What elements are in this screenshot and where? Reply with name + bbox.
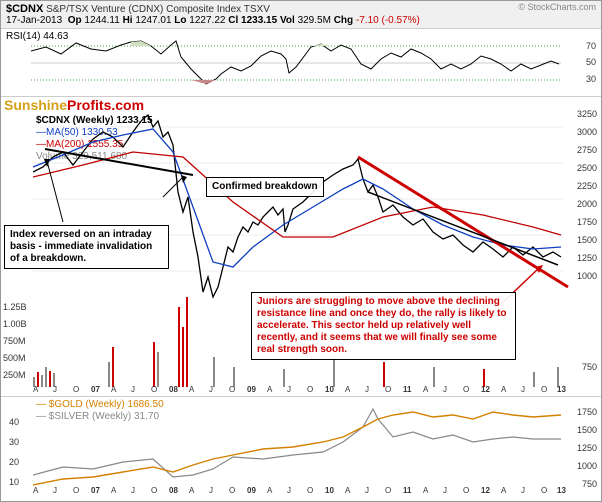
annotation-confirmed: Confirmed breakdown [206, 177, 324, 197]
annotation-reversal: Index reversed on an intraday basis - im… [4, 225, 169, 269]
vol-tick: 1.25B [3, 302, 27, 312]
y-tick: 1500 [577, 235, 597, 245]
y-tick: 1750 [577, 217, 597, 227]
low-value: 1227.22 [189, 15, 225, 26]
y-tick: 2500 [577, 163, 597, 173]
y-tick: 2750 [577, 145, 597, 155]
rsi-tick-50: 50 [586, 57, 596, 67]
main-price-panel: SunshineProfits.com $CDNX (Weekly) 1233.… [1, 97, 601, 397]
x-axis-ticks: AJO 07AJO 08AJO 09AJO 10AJO 11AJO 12AJO … [33, 384, 569, 394]
chart-container: © StockCharts.com $CDNX S&P/TSX Venture … [0, 0, 602, 502]
vol-tick: 1.00B [3, 319, 27, 329]
chart-header: © StockCharts.com $CDNX S&P/TSX Venture … [1, 1, 601, 29]
gold-tick: 1250 [577, 443, 597, 453]
date-label: 17-Jan-2013 [6, 15, 62, 26]
vol-tick: 500M [3, 353, 26, 363]
watermark: SunshineProfits.com [4, 97, 144, 113]
high-value: 1247.01 [135, 15, 171, 26]
change-value: -7.10 (-0.57%) [356, 15, 420, 26]
silver-tick: 30 [9, 437, 19, 447]
attribution-text: © StockCharts.com [518, 2, 596, 12]
y-tick: 3000 [577, 127, 597, 137]
rsi-tick-30: 30 [586, 74, 596, 84]
y-tick: 2000 [577, 199, 597, 209]
trendline-black [45, 149, 193, 175]
gold-tick: 750 [582, 479, 597, 489]
close-value: 1233.15 [241, 15, 277, 26]
open-value: 1244.11 [84, 15, 119, 26]
y-tick: 1250 [577, 253, 597, 263]
silver-tick: 20 [9, 457, 19, 467]
volume-value: 329.5M [298, 15, 331, 26]
vol-tick: 250M [3, 370, 26, 380]
silver-line [33, 409, 561, 477]
y-tick: 3250 [577, 109, 597, 119]
price-line [33, 115, 561, 297]
gold-tick: 1500 [577, 425, 597, 435]
silver-tick: 40 [9, 417, 19, 427]
gold-tick: 1750 [577, 407, 597, 417]
y-tick: 1000 [577, 271, 597, 281]
silver-tick: 10 [9, 477, 19, 487]
y-tick: 750 [582, 362, 597, 372]
annotation-juniors: Juniors are struggling to move above the… [251, 292, 516, 360]
gold-silver-panel: — $GOLD (Weekly) 1686.50 — $SILVER (Week… [1, 397, 601, 497]
y-tick: 2250 [577, 181, 597, 191]
rsi-tick-70: 70 [586, 41, 596, 51]
chart-title: S&P/TSX Venture (CDNX) Composite Index [46, 4, 241, 15]
vol-tick: 750M [3, 336, 26, 346]
exchange-label: TSXV [244, 4, 270, 15]
symbol-title: $CDNX [6, 3, 43, 15]
gold-tick: 1000 [577, 461, 597, 471]
gold-line [33, 412, 561, 485]
x-axis-ticks-bottom: AJO 07AJO 08AJO 09AJO 10AJO 11AJO 12AJO … [33, 485, 569, 495]
rsi-chart [31, 29, 591, 97]
bottom-svg [33, 397, 573, 492]
trendline-black-lower [368, 192, 558, 265]
rsi-panel: RSI(14) 44.63 70 50 30 [1, 29, 601, 97]
